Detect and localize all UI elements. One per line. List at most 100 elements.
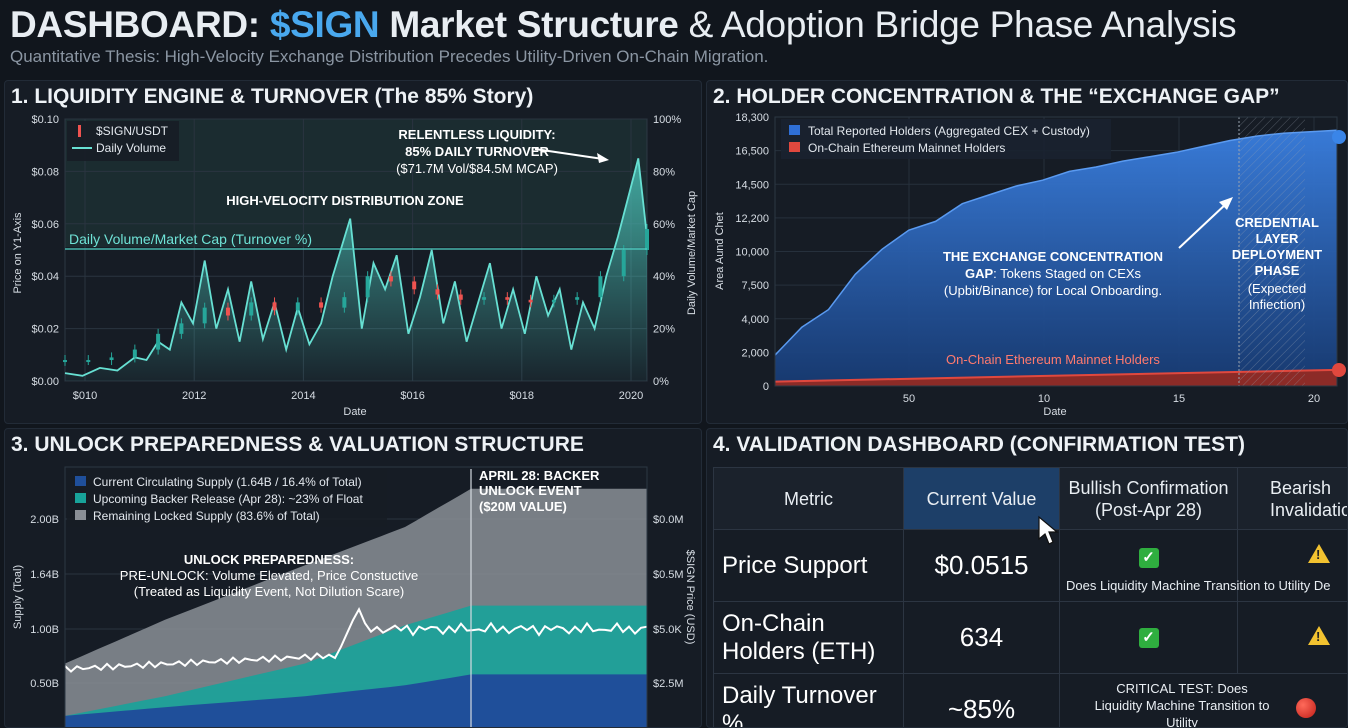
gap-line2-bold: GAP bbox=[965, 266, 994, 281]
prep-line-2: PRE-UNLOCK: Volume Elevated, Price Const… bbox=[120, 568, 418, 583]
x-tick-label: 2012 bbox=[182, 390, 206, 402]
zone-label: HIGH-VELOCITY DISTRIBUTION ZONE bbox=[226, 193, 464, 208]
panel-unlock-preparedness: 3. UNLOCK PREPAREDNESS & VALUATION STRUC… bbox=[4, 428, 702, 728]
table-row: Daily Turnover % ~85% CRITICAL TEST: Doe… bbox=[713, 673, 1347, 727]
candle-body bbox=[598, 276, 603, 298]
red-status-icon bbox=[1296, 698, 1316, 718]
candle-legend-icon bbox=[78, 125, 81, 137]
y2-tick-label: $2.5M bbox=[653, 678, 684, 690]
x-tick-label: 2020 bbox=[619, 390, 643, 402]
locked-legend-icon bbox=[75, 510, 86, 520]
title-accent: $SIGN bbox=[269, 4, 380, 45]
onchain-legend-icon bbox=[789, 142, 800, 152]
event-line-3: ($20M VALUE) bbox=[479, 499, 567, 514]
bearish-cell: ! bbox=[1237, 601, 1347, 674]
bullish-cell: ✓ Does Liquidity Machine Transition to U… bbox=[1059, 529, 1330, 602]
y2-tick-label: 60% bbox=[653, 219, 675, 231]
y-tick-label: 0 bbox=[763, 381, 769, 393]
legend-total-holders: Total Reported Holders (Aggregated CEX +… bbox=[808, 124, 1090, 138]
value-cell: $0.0515 bbox=[903, 529, 1060, 602]
panel1-title: 1. LIQUIDITY ENGINE & TURNOVER (The 85% … bbox=[11, 85, 534, 108]
y-tick-label: $0.04 bbox=[31, 271, 59, 283]
title-bold: Market Structure bbox=[389, 4, 679, 45]
y2-tick-label: 80% bbox=[653, 166, 675, 178]
turnover-area bbox=[65, 158, 647, 381]
prep-line-1: UNLOCK PREPAREDNESS: bbox=[184, 552, 354, 567]
candle-body bbox=[272, 302, 277, 311]
candle-body bbox=[63, 360, 67, 363]
check-icon: ✓ bbox=[1138, 627, 1159, 648]
y-tick-label: 10,000 bbox=[735, 247, 769, 259]
price-line bbox=[64, 607, 648, 673]
y-tick-label: 4,000 bbox=[741, 314, 769, 326]
onchain-end-marker bbox=[1332, 363, 1346, 377]
deployment-phase-zone bbox=[1239, 117, 1305, 386]
y2-tick-label: 20% bbox=[653, 324, 675, 336]
candle-body bbox=[109, 357, 114, 361]
critical-test-cell: CRITICAL TEST: Does Liquidity Machine Tr… bbox=[1059, 673, 1347, 727]
prep-line-3: (Treated as Liquidity Event, Not Dilutio… bbox=[134, 584, 404, 599]
column-header-bullish[interactable]: Bullish Confirmation (Post-Apr 28) bbox=[1059, 467, 1238, 530]
x-tick-label: 50 bbox=[903, 393, 915, 405]
legend-backer: Upcoming Backer Release (Apr 28): ~23% o… bbox=[93, 492, 363, 506]
value-cell: 634 bbox=[903, 601, 1060, 674]
y2-axis-ticks: $0.0M $0.5M $5.0K $2.5M bbox=[653, 514, 684, 690]
validation-table: Metric Current Value Bullish Confirmatio… bbox=[713, 467, 1347, 727]
liquidity-chart: $0.10 $0.08 $0.06 $0.04 $0.02 $0.00 100% 80% 60… bbox=[12, 114, 698, 418]
y2-tick-label: 0% bbox=[653, 376, 669, 388]
y-tick-label: 12,200 bbox=[735, 213, 769, 225]
y-tick-label: 2.00B bbox=[30, 514, 59, 526]
column-header-metric[interactable]: Metric bbox=[713, 467, 904, 530]
y-tick-label: 7,500 bbox=[741, 280, 769, 292]
backer-legend-icon bbox=[75, 493, 86, 503]
x-axis-ticks: 50 10 15 20 bbox=[903, 393, 1320, 405]
candle-body bbox=[202, 307, 207, 324]
y2-tick-label: 40% bbox=[653, 271, 675, 283]
event-line-2: UNLOCK EVENT bbox=[479, 483, 582, 498]
candle-body bbox=[365, 276, 370, 298]
plot-frame bbox=[774, 116, 1338, 387]
gap-line2-rest: : Tokens Staged on CEXs bbox=[993, 266, 1141, 281]
x-tick-label: $010 bbox=[73, 390, 97, 402]
x-tick-label: 20 bbox=[1308, 393, 1320, 405]
candle-body bbox=[86, 360, 91, 363]
y-tick-label: $0.00 bbox=[31, 376, 59, 388]
gap-title: THE EXCHANGE CONCENTRATION bbox=[943, 249, 1163, 264]
table-row: On-Chain Holders (ETH) 634 ✓ ! bbox=[713, 601, 1347, 674]
page-title: DASHBOARD: $SIGN Market Structure & Adop… bbox=[10, 4, 1237, 46]
legend-circulating: Current Circulating Supply (1.64B / 16.4… bbox=[93, 475, 362, 489]
x-axis-label: Date bbox=[1043, 406, 1066, 418]
x-tick-label: 2014 bbox=[291, 390, 315, 402]
metric-cell: On-Chain Holders (ETH) bbox=[713, 601, 904, 674]
annotation-line1: RELENTLESS LIQUIDITY: bbox=[398, 127, 555, 142]
arrow-head-icon bbox=[1219, 197, 1233, 210]
check-icon: ✓ bbox=[1138, 547, 1159, 568]
column-header-current-value[interactable]: Current Value bbox=[903, 467, 1060, 530]
candle-body bbox=[249, 302, 254, 316]
candle-body bbox=[551, 299, 556, 303]
y-axis-ticks: $0.10 $0.08 $0.06 $0.04 $0.02 $0.00 bbox=[31, 114, 59, 388]
gap-line3: (Upbit/Binance) for Local Onboarding. bbox=[944, 283, 1162, 298]
legend-box bbox=[781, 119, 1111, 159]
annotation-arrow bbox=[534, 148, 604, 160]
circulating-supply-area bbox=[65, 674, 647, 727]
x-axis-label: Date bbox=[343, 406, 366, 418]
y-axis-label: Price on Y1-Axis bbox=[12, 212, 24, 294]
candle-body bbox=[458, 294, 463, 300]
candle-body bbox=[482, 297, 487, 300]
table-row: Price Support $0.0515 ✓ Does Liquidity M… bbox=[713, 529, 1347, 602]
total-holders-area bbox=[775, 130, 1337, 386]
candle-body bbox=[388, 276, 393, 282]
circulating-legend-icon bbox=[75, 476, 86, 486]
bullish-cell: ✓ bbox=[1059, 601, 1238, 674]
warning-icon: ! bbox=[1308, 625, 1330, 645]
column-header-bearish[interactable]: Bearish Invalidation bbox=[1237, 467, 1347, 530]
daily-volume-line bbox=[64, 158, 648, 377]
panel4-title: 4. VALIDATION DASHBOARD (CONFIRMATION TE… bbox=[713, 433, 1245, 456]
y2-axis-label: Daily Volume/Market Cap bbox=[686, 191, 698, 315]
title-prefix: DASHBOARD: bbox=[10, 4, 260, 45]
panel-validation-dashboard: 4. VALIDATION DASHBOARD (CONFIRMATION TE… bbox=[706, 428, 1348, 728]
holder-chart: 18,300 16,500 14,500 12,200 10,000 7,500 4,000… bbox=[714, 112, 1346, 418]
phase-sub-2: Infiection) bbox=[1249, 297, 1305, 312]
candle-body bbox=[319, 302, 324, 308]
